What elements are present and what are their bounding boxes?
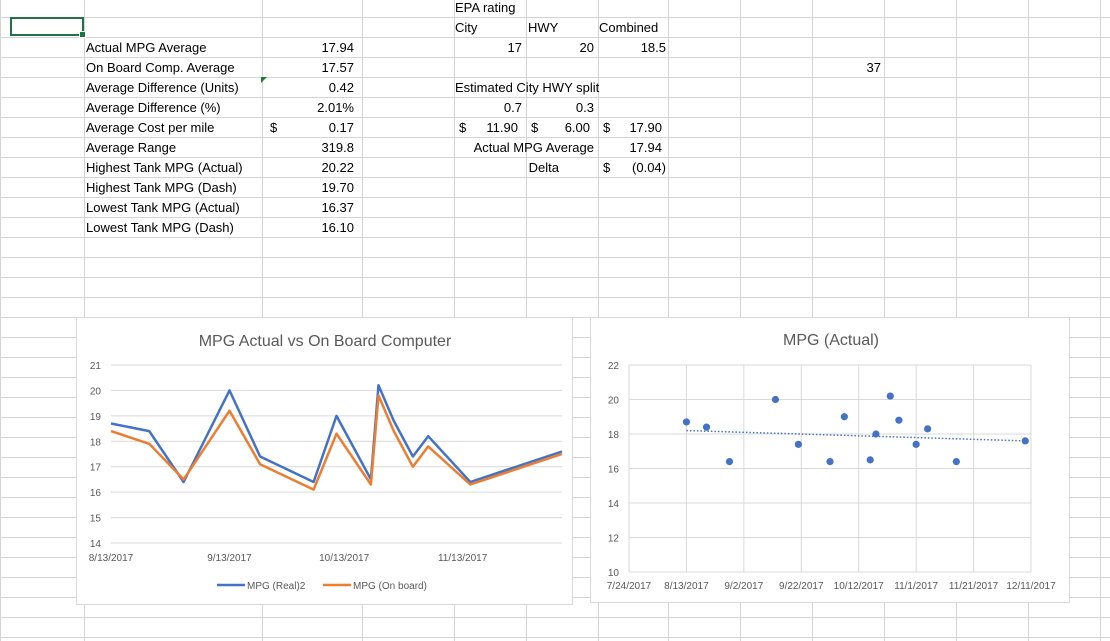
currency-symbol: $ <box>270 120 278 135</box>
cost-city-symbol: $ <box>459 120 467 135</box>
y-tick-label: 12 <box>608 534 620 545</box>
data-point <box>952 458 960 466</box>
data-point <box>924 425 932 433</box>
x-tick-label: 8/13/2017 <box>664 581 709 592</box>
value-average-cost-per-mile[interactable]: 0.17 <box>328 120 354 135</box>
y-tick-label: 20 <box>608 396 620 407</box>
legend-label-1: MPG (Real)2 <box>247 581 306 592</box>
x-tick-label: 9/13/2017 <box>207 553 252 564</box>
cost-combined-value[interactable]: 17.90 <box>629 120 662 135</box>
cost-hwy-symbol: $ <box>531 120 539 135</box>
value-highest-tank-actual[interactable]: 20.22 <box>321 160 354 175</box>
y-tick-label: 20 <box>90 386 102 397</box>
split-hwy-value[interactable]: 0.3 <box>575 100 594 115</box>
y-tick-label: 18 <box>608 430 620 441</box>
lone-value-cell[interactable]: 37 <box>866 60 881 75</box>
data-point <box>895 416 903 424</box>
label-average-difference-units[interactable]: Average Difference (Units) <box>86 80 239 95</box>
y-tick-label: 21 <box>90 361 102 372</box>
chart-title: MPG (Actual) <box>783 332 879 349</box>
x-tick-label: 8/13/2017 <box>89 553 134 564</box>
label-highest-tank-dash[interactable]: Highest Tank MPG (Dash) <box>86 180 237 195</box>
data-point <box>725 458 734 466</box>
y-tick-label: 19 <box>90 412 102 423</box>
actual-mpg-value[interactable]: 17.94 <box>629 140 662 155</box>
y-tick-label: 22 <box>608 361 620 372</box>
epa-value-combined[interactable]: 18.5 <box>640 40 666 55</box>
value-lowest-tank-actual[interactable]: 16.37 <box>321 200 354 215</box>
y-tick-label: 18 <box>90 437 102 448</box>
cell-comment-indicator <box>261 77 267 83</box>
value-on-board-comp-average[interactable]: 17.57 <box>321 60 354 75</box>
label-average-range[interactable]: Average Range <box>86 140 177 155</box>
legend-label-2: MPG (On board) <box>353 581 427 592</box>
split-city-value[interactable]: 0.7 <box>503 100 522 115</box>
delta-symbol: $ <box>603 160 611 175</box>
x-tick-label: 11/13/2017 <box>438 553 488 564</box>
data-point <box>866 456 874 464</box>
chart-title: MPG Actual vs On Board Computer <box>199 333 452 350</box>
epa-header-city[interactable]: City <box>455 20 478 35</box>
data-point <box>771 395 780 404</box>
label-lowest-tank-actual[interactable]: Lowest Tank MPG (Actual) <box>86 200 240 215</box>
x-tick-label: 9/2/2017 <box>724 581 763 592</box>
value-average-range[interactable]: 319.8 <box>321 140 354 155</box>
y-tick-label: 17 <box>90 463 102 474</box>
value-average-difference-pct[interactable]: 2.01% <box>317 100 354 115</box>
x-tick-label: 10/13/2017 <box>319 553 369 564</box>
epa-value-city[interactable]: 17 <box>507 40 522 55</box>
scatter-chart: MPG (Actual) 10 12 14 16 18 20 22 7/24/2017 8/13/… <box>607 332 1056 592</box>
label-highest-tank-actual[interactable]: Highest Tank MPG (Actual) <box>86 160 243 175</box>
x-tick-label: 11/1/2017 <box>894 581 938 592</box>
data-point <box>826 458 834 466</box>
label-on-board-comp-average[interactable]: On Board Comp. Average <box>86 60 235 75</box>
scatter-chart-panel[interactable]: MPG (Actual) 10 12 14 16 18 20 22 7/24/2017 8/13/… <box>590 317 1070 603</box>
y-tick-label: 14 <box>90 539 102 550</box>
trendline <box>686 429 1026 442</box>
label-actual-mpg-average[interactable]: Actual MPG Average <box>86 40 207 55</box>
data-point <box>886 392 894 400</box>
data-point <box>912 440 920 448</box>
data-point <box>1021 437 1029 445</box>
label-average-difference-pct[interactable]: Average Difference (%) <box>86 100 221 115</box>
y-tick-label: 15 <box>90 514 102 525</box>
split-title[interactable]: Estimated City HWY split <box>455 80 600 95</box>
data-point <box>794 440 803 448</box>
delta-label[interactable]: Delta <box>528 160 559 175</box>
data-point <box>872 430 880 438</box>
data-point <box>702 423 711 431</box>
epa-rating-title[interactable]: EPA rating <box>455 0 516 15</box>
y-tick-label: 16 <box>90 488 102 499</box>
data-point <box>682 418 691 426</box>
x-tick-label: 11/21/2017 <box>949 581 999 592</box>
epa-header-combined[interactable]: Combined <box>599 20 659 35</box>
y-tick-label: 14 <box>608 499 620 510</box>
series-line-2 <box>110 394 563 491</box>
x-tick-label: 10/12/2017 <box>834 581 884 592</box>
value-average-difference-units[interactable]: 0.42 <box>328 80 354 95</box>
actual-mpg-label[interactable]: Actual MPG Average <box>473 140 594 155</box>
label-lowest-tank-dash[interactable]: Lowest Tank MPG (Dash) <box>86 220 234 235</box>
y-tick-label: 16 <box>608 465 620 476</box>
x-tick-label: 7/24/2017 <box>607 581 652 592</box>
cost-combined-symbol: $ <box>603 120 611 135</box>
epa-header-hwy[interactable]: HWY <box>528 20 559 35</box>
x-tick-label: 9/22/2017 <box>779 581 824 592</box>
value-lowest-tank-dash[interactable]: 16.10 <box>321 220 354 235</box>
epa-value-hwy[interactable]: 20 <box>579 40 594 55</box>
label-average-cost-per-mile[interactable]: Average Cost per mile <box>86 120 215 135</box>
line-chart-panel[interactable]: MPG Actual vs On Board Computer 14 15 16 17 1… <box>76 317 573 605</box>
value-highest-tank-dash[interactable]: 19.70 <box>321 180 354 195</box>
delta-value[interactable]: (0.04) <box>632 160 666 175</box>
selected-cell[interactable] <box>10 17 86 38</box>
y-tick-label: 10 <box>608 568 620 579</box>
cost-city-value[interactable]: 11.90 <box>486 120 518 135</box>
cost-hwy-value[interactable]: 6.00 <box>564 120 590 135</box>
data-point <box>840 413 848 421</box>
line-chart: MPG Actual vs On Board Computer 14 15 16 17 1… <box>89 333 563 592</box>
x-tick-label: 12/11/2017 <box>1006 581 1056 592</box>
value-actual-mpg-average[interactable]: 17.94 <box>321 40 354 55</box>
